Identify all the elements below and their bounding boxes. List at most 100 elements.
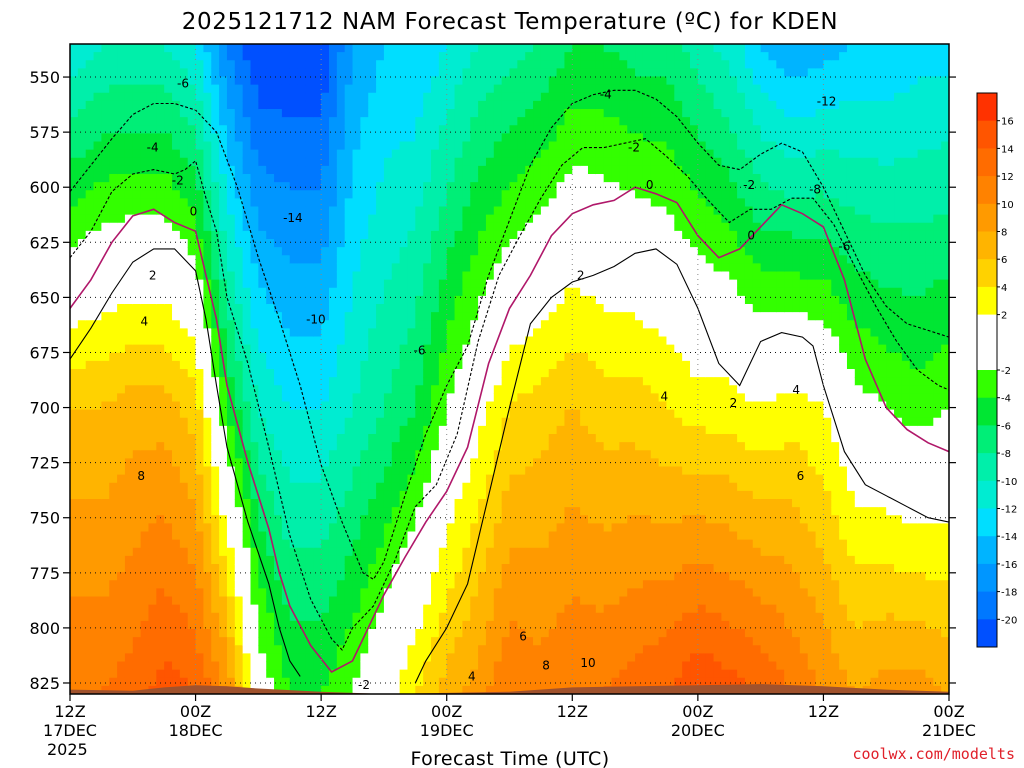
- temperature-cell: [164, 499, 173, 508]
- temperature-cell: [415, 141, 424, 151]
- temperature-cell: [219, 328, 228, 338]
- temperature-cell: [85, 149, 95, 159]
- temperature-cell: [438, 417, 448, 427]
- temperature-cell: [446, 377, 456, 386]
- temperature-cell: [258, 60, 267, 69]
- temperature-cell: [391, 336, 401, 346]
- temperature-cell: [93, 450, 102, 459]
- temperature-cell: [462, 222, 471, 232]
- temperature-cell: [470, 117, 479, 126]
- temperature-cell: [179, 360, 189, 370]
- temperature-cell: [226, 109, 236, 118]
- temperature-cell: [391, 271, 401, 281]
- temperature-cell: [446, 230, 456, 240]
- temperature-cell: [297, 247, 307, 256]
- temperature-cell: [462, 263, 471, 273]
- temperature-cell: [540, 182, 550, 191]
- temperature-cell: [85, 198, 95, 208]
- temperature-cell: [132, 499, 142, 508]
- temperature-cell: [219, 52, 228, 61]
- temperature-cell: [454, 645, 464, 654]
- temperature-cell: [462, 182, 471, 191]
- temperature-cell: [156, 653, 165, 663]
- temperature-cell: [509, 425, 518, 435]
- temperature-cell: [438, 523, 448, 533]
- temperature-cell: [266, 157, 275, 167]
- temperature-cell: [305, 620, 314, 630]
- temperature-cell: [548, 612, 558, 622]
- temperature-cell: [219, 44, 228, 53]
- temperature-cell: [399, 352, 409, 362]
- temperature-cell: [336, 393, 346, 403]
- temperature-cell: [109, 52, 118, 61]
- temperature-cell: [415, 458, 424, 468]
- temperature-cell: [109, 255, 118, 264]
- temperature-cell: [501, 653, 511, 663]
- temperature-cell: [250, 206, 259, 216]
- temperature-cell: [156, 677, 165, 687]
- temperature-cell: [360, 68, 369, 78]
- temperature-cell: [124, 271, 134, 281]
- temperature-cell: [148, 214, 157, 224]
- temperature-cell: [187, 637, 197, 646]
- temperature-cell: [454, 458, 464, 468]
- temperature-cell: [352, 84, 361, 94]
- temperature-cell: [493, 174, 503, 183]
- temperature-cell: [85, 442, 95, 451]
- temperature-cell: [117, 117, 126, 126]
- temperature-cell: [462, 377, 471, 386]
- temperature-cell: [391, 60, 401, 69]
- temperature-cell: [383, 661, 393, 671]
- temperature-cell: [164, 271, 173, 281]
- temperature-cell: [438, 409, 448, 419]
- temperature-cell: [368, 157, 377, 167]
- temperature-cell: [140, 401, 150, 411]
- temperature-cell: [478, 174, 487, 183]
- temperature-cell: [117, 320, 126, 329]
- temperature-cell: [140, 612, 150, 622]
- temperature-cell: [360, 588, 369, 598]
- temperature-cell: [360, 157, 369, 167]
- temperature-cell: [493, 109, 503, 118]
- temperature-cell: [501, 507, 511, 516]
- temperature-cell: [336, 100, 346, 110]
- temperature-cell: [336, 612, 346, 622]
- temperature-cell: [344, 133, 354, 143]
- temperature-cell: [187, 109, 197, 118]
- temperature-cell: [438, 287, 448, 297]
- temperature-cell: [548, 239, 558, 248]
- temperature-cell: [533, 230, 542, 240]
- temperature-cell: [242, 539, 252, 549]
- temperature-cell: [423, 555, 432, 565]
- temperature-cell: [109, 531, 118, 541]
- temperature-cell: [195, 385, 205, 394]
- temperature-cell: [266, 482, 275, 492]
- temperature-cell: [274, 287, 283, 297]
- temperature-cell: [336, 409, 346, 419]
- temperature-cell: [368, 182, 377, 191]
- temperature-cell: [109, 417, 118, 427]
- temperature-cell: [77, 206, 87, 216]
- temperature-cell: [258, 572, 267, 581]
- temperature-cell: [399, 620, 409, 630]
- temperature-cell: [423, 499, 432, 508]
- temperature-cell: [179, 580, 189, 589]
- temperature-cell: [258, 515, 267, 524]
- temperature-cell: [493, 555, 503, 565]
- temperature-cell: [485, 165, 495, 175]
- temperature-cell: [548, 247, 558, 256]
- temperature-cell: [164, 304, 173, 313]
- temperature-cell: [415, 393, 424, 403]
- temperature-cell: [485, 360, 495, 370]
- temperature-cell: [156, 661, 165, 671]
- temperature-cell: [454, 523, 464, 533]
- temperature-cell: [485, 604, 495, 614]
- temperature-cell: [266, 499, 275, 508]
- temperature-cell: [117, 661, 126, 671]
- temperature-cell: [399, 515, 409, 524]
- temperature-cell: [501, 304, 511, 313]
- temperature-cell: [226, 393, 236, 403]
- temperature-cell: [344, 60, 354, 69]
- temperature-cell: [70, 239, 79, 248]
- temperature-cell: [407, 580, 416, 589]
